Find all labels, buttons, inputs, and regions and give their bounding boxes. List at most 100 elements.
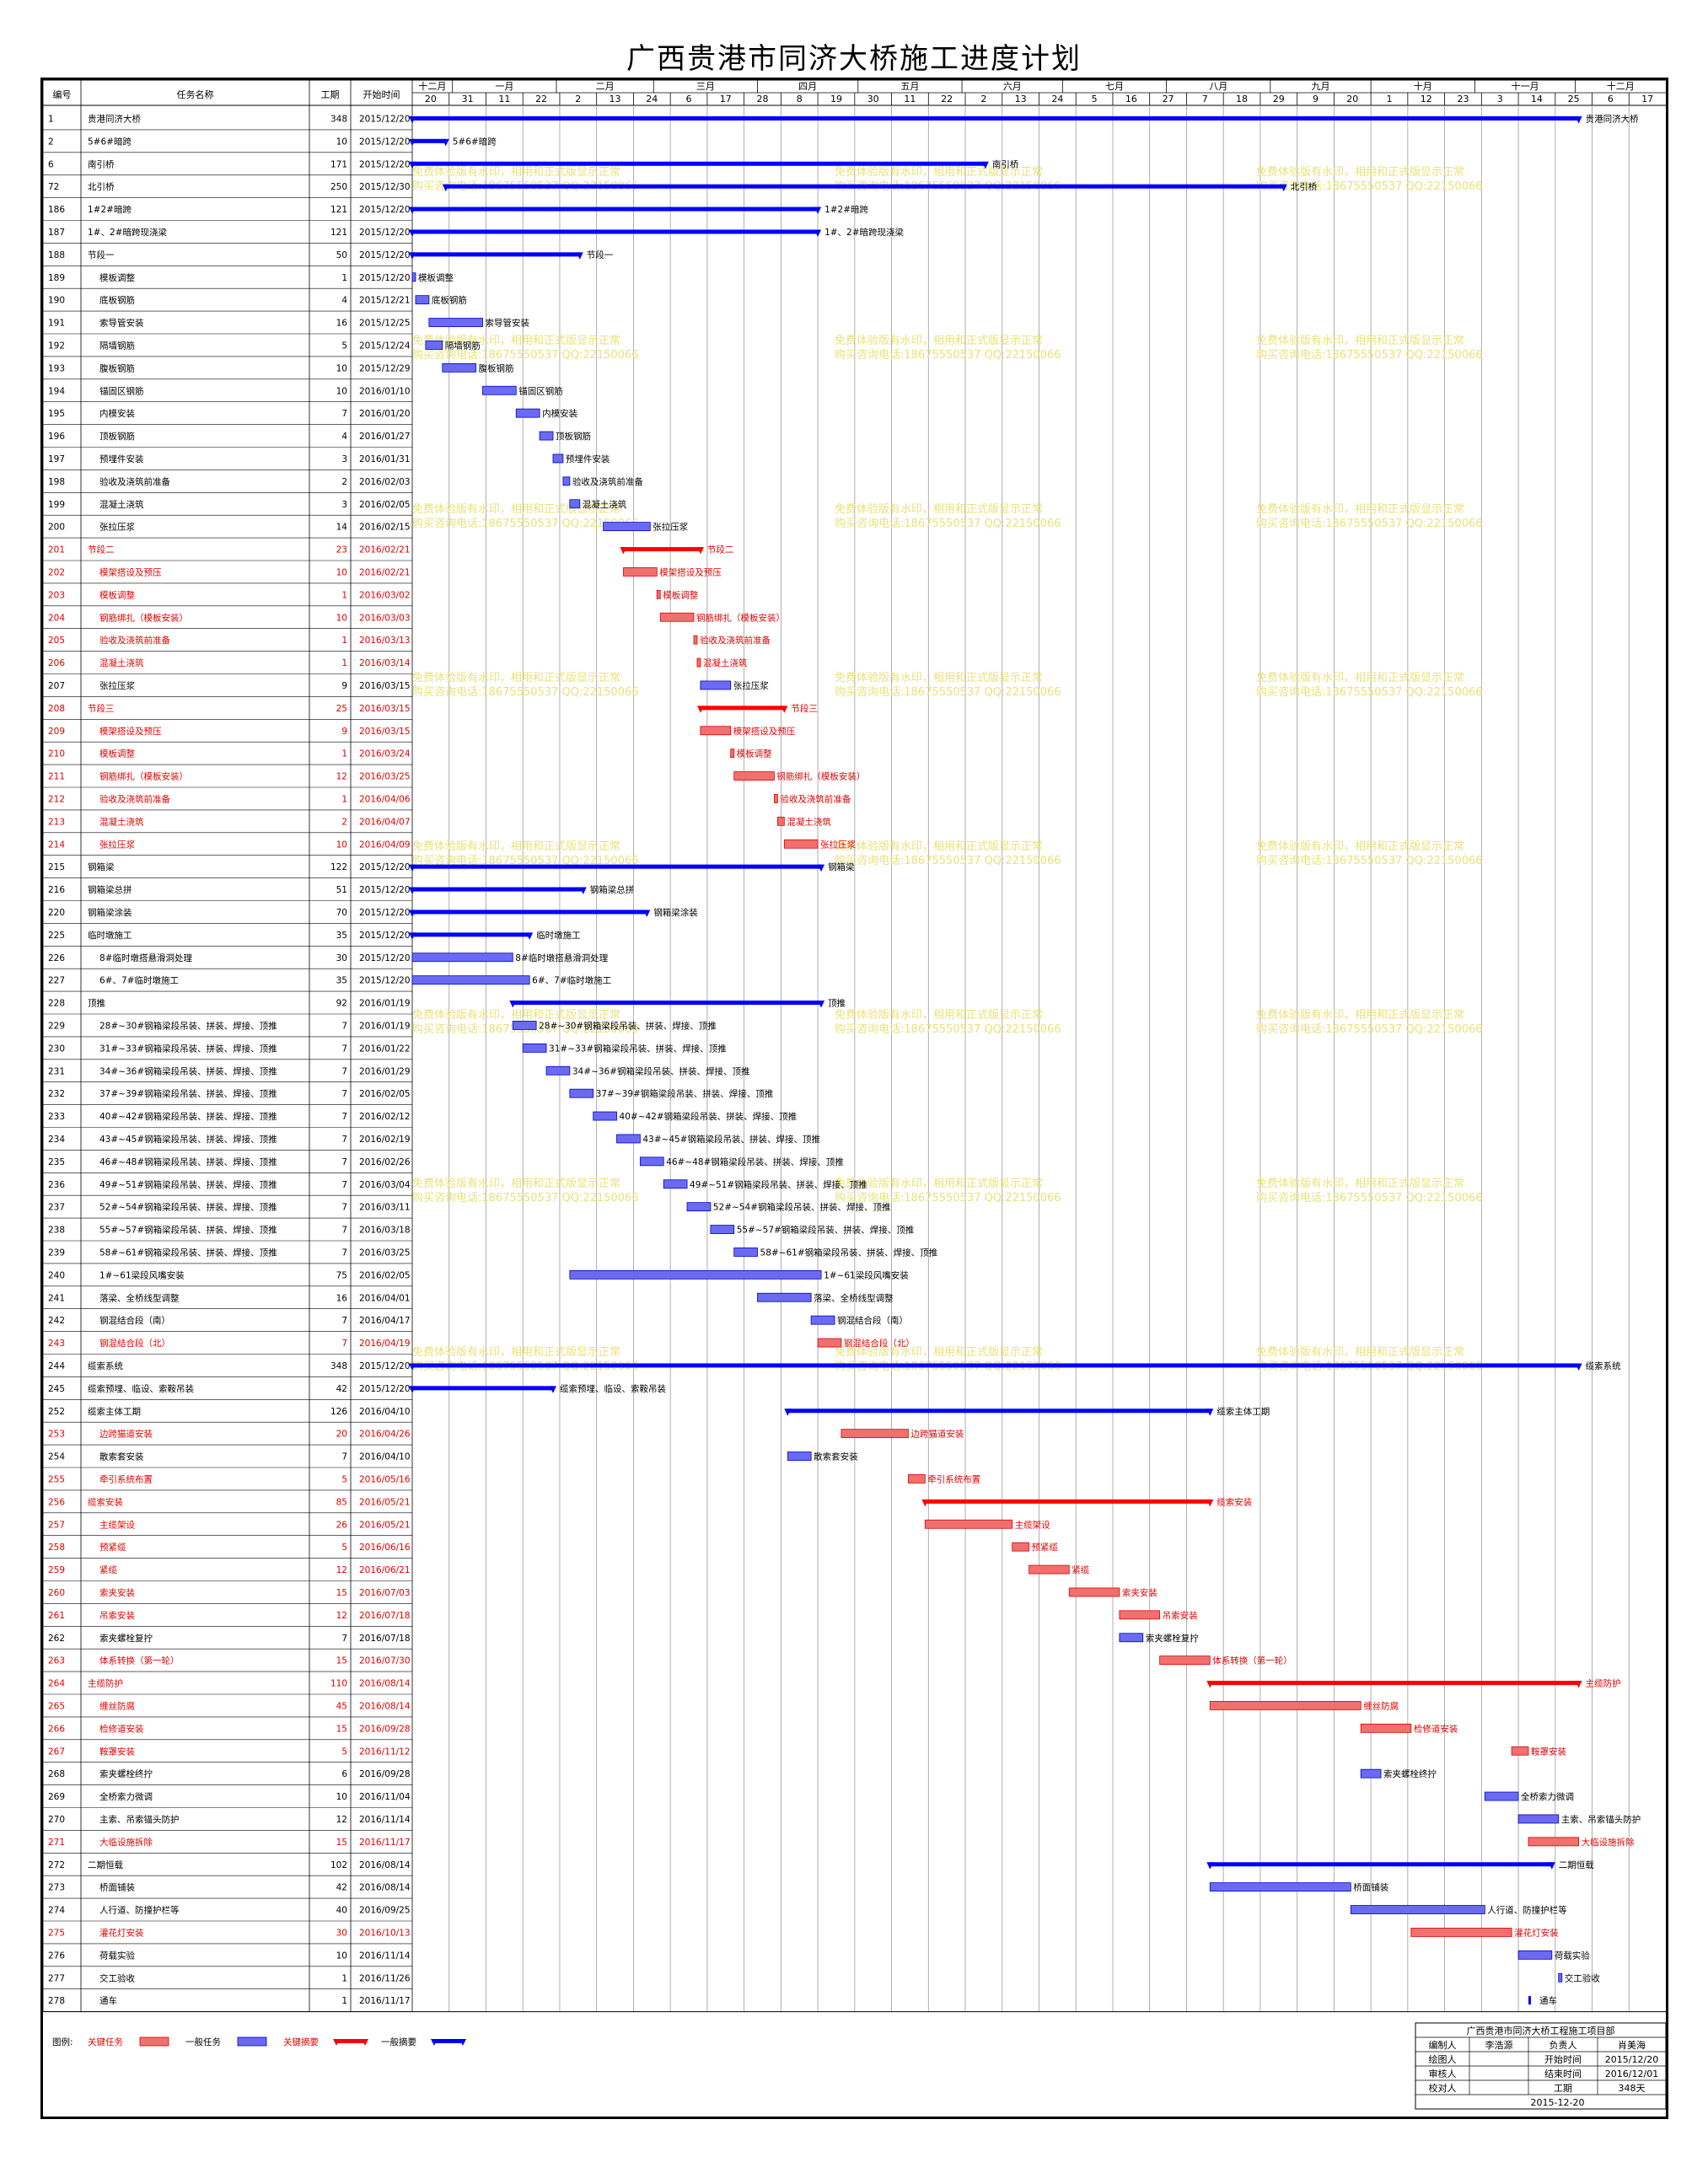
- task-bar: [522, 1043, 547, 1053]
- row-duration: 7: [341, 1634, 347, 1644]
- chart-title: 广西贵港市同济大桥施工进度计划: [626, 42, 1082, 76]
- summary-start-cap: [509, 1001, 517, 1008]
- summary-bar: [925, 1499, 1211, 1504]
- row-id: 274: [48, 1906, 65, 1916]
- row-id: 204: [48, 613, 65, 623]
- bar-label: 46#~48#钢箱梁段吊装、拼装、焊接、顶推: [666, 1156, 844, 1167]
- row-duration: 4: [341, 296, 347, 306]
- row-duration: 1: [341, 590, 347, 600]
- row-task-name: 混凝土浇筑: [99, 816, 144, 827]
- row-duration: 51: [336, 885, 347, 895]
- row-task-name: 钢混结合段（北）: [99, 1338, 170, 1349]
- summary-end-cap: [1575, 115, 1582, 124]
- row-duration: 1: [341, 794, 347, 804]
- row-id: 190: [48, 296, 65, 306]
- row-start-date: 2016/04/09: [359, 840, 411, 850]
- watermark-line1: 免费体验版有水印，相用和正式版显示正常: [412, 1177, 620, 1190]
- row-start-date: 2015/12/21: [359, 296, 411, 306]
- row-task-name: 31#~33#钢箱梁段吊装、拼装、焊接、顶推: [99, 1043, 277, 1054]
- summary-bar: [412, 138, 446, 143]
- legend-swatch-cap: [459, 2039, 466, 2046]
- row-task-name: 28#~30#钢箱梁段吊装、拼装、焊接、顶推: [99, 1020, 277, 1031]
- bar-label: 8#临时墩搭悬滑洞处理: [515, 952, 608, 963]
- watermark-line1: 免费体验版有水印，相用和正式版显示正常: [1256, 165, 1464, 179]
- row-start-date: 2016/01/27: [359, 432, 411, 442]
- row-id: 252: [48, 1407, 65, 1417]
- row-start-date: 2016/10/13: [359, 1928, 411, 1938]
- task-bar: [1410, 1928, 1512, 1937]
- bar-label: 5#6#暗跨: [453, 136, 497, 147]
- row-duration: 7: [341, 1316, 347, 1326]
- row-task-name: 检修道安装: [99, 1723, 144, 1734]
- info-table-cell: 结束时间: [1544, 2068, 1582, 2079]
- summary-bar: [412, 161, 986, 166]
- task-bar: [663, 1179, 688, 1189]
- summary-start-cap: [409, 161, 416, 169]
- row-duration: 42: [336, 1384, 347, 1394]
- month-label: 五月: [900, 81, 919, 92]
- summary-bar: [412, 1386, 553, 1391]
- task-bar: [1119, 1610, 1161, 1620]
- summary-start-cap: [620, 547, 627, 555]
- summary-bar: [412, 252, 580, 257]
- row-duration: 10: [336, 363, 347, 373]
- task-bar: [659, 612, 695, 622]
- summary-start-cap: [1206, 1862, 1214, 1870]
- task-bar: [1029, 1564, 1070, 1575]
- row-task-name: 主索、吊索锚头防护: [99, 1814, 180, 1825]
- row-task-name: 边跨猫道安装: [99, 1429, 153, 1440]
- row-task-name: 8#临时墩搭悬滑洞处理: [99, 952, 192, 963]
- bar-label: 钢箱梁: [828, 861, 855, 872]
- row-id: 239: [48, 1248, 65, 1258]
- watermark-line2: 购买咨询电话:18675550537 QQ:22150066: [1256, 854, 1483, 867]
- watermark-line2: 购买咨询电话:18675550537 QQ:22150066: [835, 685, 1061, 699]
- row-duration: 70: [336, 908, 347, 918]
- row-id: 241: [48, 1293, 65, 1303]
- row-id: 210: [48, 749, 65, 759]
- row-start-date: 2016/08/14: [359, 1860, 411, 1870]
- task-bar: [1012, 1542, 1029, 1552]
- day-tick-label: 11: [498, 94, 510, 105]
- bar-label: 边跨猫道安装: [910, 1429, 964, 1440]
- row-start-date: 2015/12/20: [359, 908, 411, 918]
- row-start-date: 2016/01/20: [359, 409, 411, 419]
- row-duration: 16: [336, 1293, 348, 1303]
- bar-label: 张拉压浆: [820, 839, 856, 850]
- row-duration: 2: [341, 477, 347, 487]
- bar-label: 二期恒载: [1559, 1859, 1594, 1870]
- info-table-cell: 负责人: [1550, 2039, 1577, 2051]
- watermark-line1: 免费体验版有水印，相用和正式版显示正常: [1256, 1008, 1464, 1022]
- row-duration: 6: [341, 1769, 347, 1779]
- day-tick-label: 9: [1313, 94, 1319, 105]
- row-task-name: 34#~36#钢箱梁段吊装、拼装、焊接、顶推: [99, 1065, 277, 1076]
- legend-swatch: [237, 2036, 267, 2047]
- row-duration: 121: [330, 205, 347, 215]
- row-start-date: 2016/07/18: [359, 1634, 411, 1644]
- bar-label: 1#~61梁段风嘴安装: [824, 1269, 909, 1280]
- row-id: 195: [48, 409, 65, 419]
- task-bar: [817, 1338, 842, 1348]
- day-tick-label: 30: [867, 94, 879, 105]
- row-id: 212: [48, 794, 65, 804]
- month-label: 四月: [798, 81, 817, 92]
- day-tick-label: 17: [720, 94, 732, 105]
- task-bar: [1209, 1701, 1362, 1710]
- row-id: 203: [48, 590, 65, 600]
- day-tick-label: 29: [1273, 94, 1285, 105]
- row-duration: 7: [341, 1112, 347, 1122]
- bar-label: 模架搭设及预压: [733, 726, 796, 737]
- row-duration: 30: [336, 1928, 347, 1938]
- row-id: 220: [48, 908, 65, 918]
- bar-label: 散索套安装: [814, 1451, 858, 1462]
- legend-item-label: 关键任务: [88, 2036, 123, 2047]
- row-id: 2: [48, 137, 54, 147]
- row-task-name: 钢箱梁: [88, 861, 115, 872]
- row-task-name: 索夹螺栓复拧: [99, 1633, 153, 1644]
- row-task-name: 节段三: [88, 703, 115, 714]
- task-bar: [616, 1134, 641, 1144]
- task-bar: [1484, 1791, 1519, 1801]
- summary-bar: [1210, 1681, 1579, 1686]
- watermark-line2: 购买咨询电话:18675550537 QQ:22150066: [1256, 180, 1483, 193]
- day-tick-label: 2: [980, 94, 986, 105]
- row-id: 253: [48, 1430, 65, 1440]
